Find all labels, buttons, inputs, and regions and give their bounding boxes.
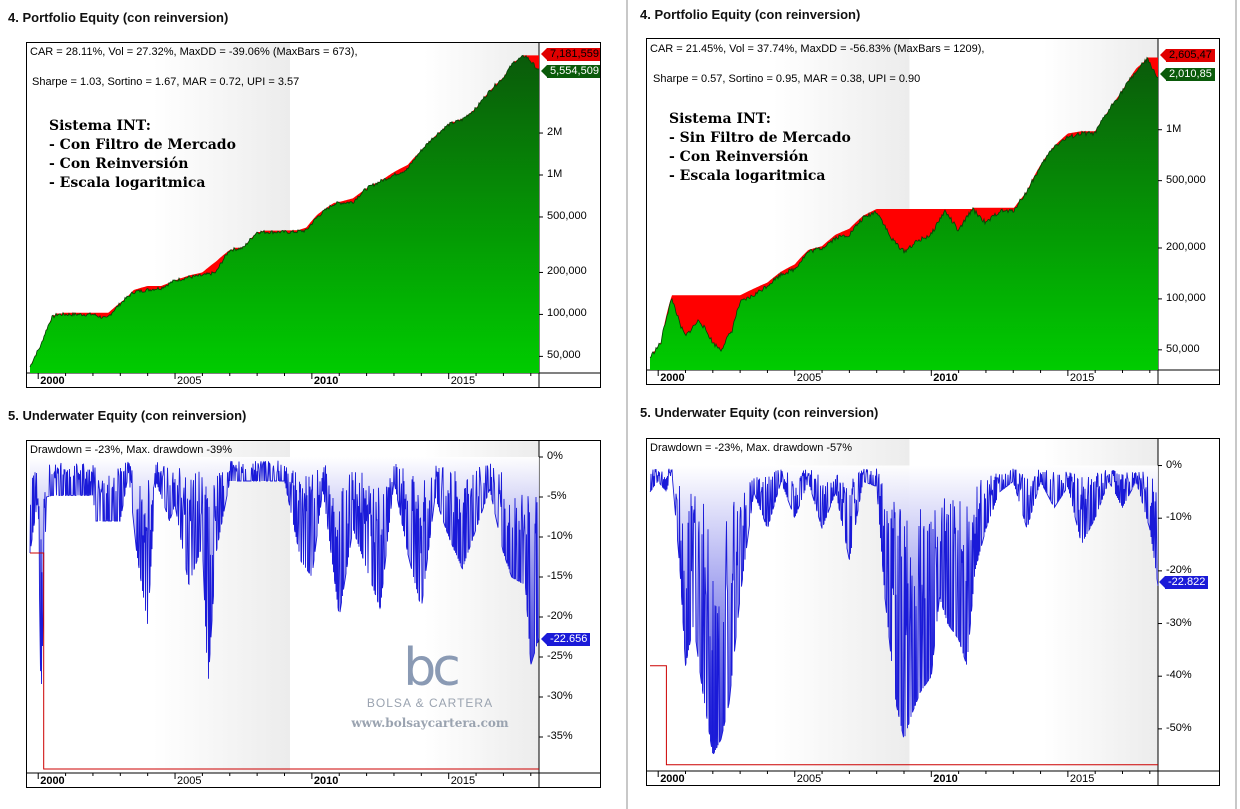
equity-chart-canvas (27, 43, 600, 387)
watermark-name: BOLSA & CARTERA (366, 696, 494, 710)
x-tick-label: 2015 (1069, 773, 1095, 785)
watermark-url: www.bolsaycartera.com (351, 716, 509, 730)
x-tick-label: 2005 (796, 372, 822, 384)
right-panel-border (1235, 0, 1237, 809)
y-tick-label: 0% (1166, 458, 1182, 471)
y-tick-label: 50,000 (1166, 342, 1200, 355)
y-tick-label: 200,000 (1166, 240, 1206, 253)
y-tick-label: -40% (1166, 669, 1192, 682)
y-tick-label: 1M (1166, 122, 1182, 135)
y-tick-label: -10% (1166, 511, 1192, 524)
system-annotation: Sistema INT: - Sin Filtro de Mercado - C… (669, 110, 851, 186)
y-tick-label: -50% (1166, 721, 1192, 734)
underwater-stats: Drawdown = -23%, Max. drawdown -39% (30, 444, 233, 456)
x-tick-label: 2010 (933, 372, 958, 384)
x-tick-label: 2005 (177, 775, 202, 787)
x-tick-label: 2010 (933, 773, 958, 785)
x-tick-label: 2015 (1069, 372, 1095, 384)
underwater-chart: Drawdown = -23%, Max. drawdown -57% -22.… (646, 438, 1220, 786)
y-tick-label: 50,000 (547, 349, 581, 362)
x-tick-label: 2015 (450, 375, 476, 387)
max-drawdown-line (30, 552, 539, 770)
equity-stats-line2: Sharpe = 1.03, Sortino = 1.67, MAR = 0.7… (32, 76, 300, 88)
y-tick-label: -30% (547, 690, 573, 702)
equity-line (649, 56, 1159, 358)
y-tick-label: -30% (1166, 616, 1192, 629)
x-tick-label: 2000 (660, 773, 685, 785)
y-tick-label: -10% (547, 530, 573, 542)
underwater-stats: Drawdown = -23%, Max. drawdown -57% (650, 442, 853, 454)
y-tick-label: -25% (547, 650, 573, 662)
equity-peak-value-tag: 7,181,559 (541, 48, 600, 61)
underwater-chart-canvas (647, 439, 1219, 785)
y-tick-label: 500,000 (547, 209, 587, 222)
annotation-line: - Con Reinversión (49, 156, 189, 172)
drawdown-line (649, 468, 1159, 755)
y-tick-label: -5% (547, 490, 567, 502)
y-tick-label: 100,000 (547, 307, 587, 320)
x-tick-label: 2005 (796, 773, 822, 785)
max-drawdown-line (650, 665, 1158, 766)
y-tick-label: 0% (547, 450, 563, 462)
annotation-line: - Con Filtro de Mercado (49, 137, 236, 153)
annotation-line: - Con Reinversión (669, 149, 809, 165)
x-tick-label: 2005 (177, 375, 202, 387)
y-tick-label: -20% (1166, 563, 1192, 576)
x-tick-label: 2000 (660, 372, 685, 384)
equity-stats-line1: CAR = 21.45%, Vol = 37.74%, MaxDD = -56.… (650, 43, 985, 55)
underwater-chart: Drawdown = -23%, Max. drawdown -39% -22.… (26, 440, 601, 788)
y-tick-label: -35% (547, 730, 573, 742)
annotation-line: - Sin Filtro de Mercado (669, 130, 851, 146)
annotation-line: Sistema INT: (669, 111, 771, 127)
y-tick-label: -15% (547, 570, 573, 582)
y-tick-label: 100,000 (1166, 291, 1206, 304)
system-annotation: Sistema INT: - Con Filtro de Mercado - C… (49, 117, 236, 193)
x-tick-label: 2000 (40, 375, 65, 387)
x-tick-label: 2000 (40, 775, 65, 787)
equity-last-value-tag: 5,554,509 (541, 65, 600, 78)
equity-chart-title: 4. Portfolio Equity (con reinversion) (640, 7, 861, 22)
y-tick-label: 2M (547, 126, 563, 139)
x-tick-label: 2015 (450, 775, 476, 787)
equity-stats-line2: Sharpe = 0.57, Sortino = 0.95, MAR = 0.3… (653, 73, 921, 85)
y-tick-label: 1M (547, 167, 563, 180)
watermark-logo: bc (403, 638, 461, 698)
y-tick-label: 500,000 (1166, 173, 1206, 186)
x-tick-label: 2010 (313, 375, 339, 387)
y-tick-label: 200,000 (547, 265, 587, 278)
underwater-chart-title: 5. Underwater Equity (con reinversion) (8, 408, 247, 423)
equity-chart: CAR = 21.45%, Vol = 37.74%, MaxDD = -56.… (646, 38, 1220, 385)
equity-area (650, 57, 1158, 370)
equity-peak-value-tag: 2,605,47 (1160, 49, 1215, 62)
underwater-last-value-tag: -22.822 (1158, 576, 1209, 589)
watermark: bc BOLSA & CARTERA www.bolsaycartera.com (345, 640, 515, 745)
annotation-line: Sistema INT: (49, 118, 151, 134)
drawdown-line (29, 460, 540, 685)
x-tick-label: 2010 (313, 775, 339, 787)
equity-chart-canvas (647, 39, 1219, 384)
equity-chart: CAR = 28.11%, Vol = 27.32%, MaxDD = -39.… (26, 42, 601, 388)
underwater-chart-canvas (27, 441, 600, 787)
panel-divider (626, 0, 628, 809)
equity-chart-title: 4. Portfolio Equity (con reinversion) (8, 10, 229, 25)
underwater-last-value-tag: -22.656 (540, 633, 591, 646)
equity-last-value-tag: 2,010,85 (1160, 68, 1215, 81)
equity-area (30, 55, 539, 374)
equity-stats-line1: CAR = 28.11%, Vol = 27.32%, MaxDD = -39.… (30, 46, 358, 58)
annotation-line: - Escala logaritmica (49, 175, 206, 191)
underwater-chart-title: 5. Underwater Equity (con reinversion) (640, 405, 879, 420)
y-tick-label: -20% (547, 610, 573, 622)
equity-line (29, 54, 540, 368)
annotation-line: - Escala logaritmica (669, 168, 826, 184)
